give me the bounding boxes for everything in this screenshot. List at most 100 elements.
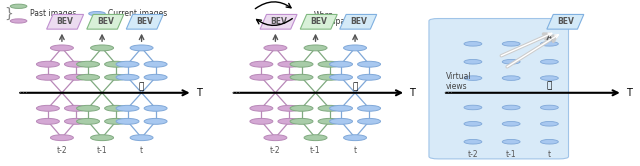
Circle shape — [36, 74, 60, 80]
Circle shape — [10, 4, 27, 8]
Circle shape — [502, 42, 520, 46]
Circle shape — [358, 105, 381, 111]
Circle shape — [130, 135, 153, 141]
Circle shape — [540, 76, 558, 80]
Circle shape — [10, 19, 27, 23]
Circle shape — [116, 105, 139, 111]
Text: t: t — [548, 150, 551, 159]
Circle shape — [65, 105, 88, 111]
FancyBboxPatch shape — [429, 19, 568, 159]
Circle shape — [91, 45, 113, 51]
Text: t: t — [353, 146, 356, 155]
Circle shape — [318, 118, 341, 124]
Circle shape — [278, 118, 301, 124]
Circle shape — [264, 45, 287, 51]
Polygon shape — [340, 14, 377, 29]
Circle shape — [116, 61, 139, 67]
Circle shape — [250, 105, 273, 111]
Text: }: } — [4, 7, 13, 21]
Text: T: T — [626, 88, 632, 98]
Circle shape — [36, 105, 60, 111]
Circle shape — [304, 135, 327, 141]
Circle shape — [304, 45, 327, 51]
Circle shape — [104, 74, 127, 80]
Circle shape — [77, 74, 100, 80]
Circle shape — [464, 139, 482, 144]
Circle shape — [344, 45, 367, 51]
Circle shape — [502, 139, 520, 144]
Text: t-2: t-2 — [270, 146, 281, 155]
Circle shape — [290, 61, 313, 67]
Circle shape — [290, 74, 313, 80]
Circle shape — [77, 105, 100, 111]
Text: BEV: BEV — [57, 17, 74, 26]
Text: t-1: t-1 — [97, 146, 108, 155]
Circle shape — [65, 118, 88, 124]
Text: t-1: t-1 — [506, 150, 516, 159]
Polygon shape — [300, 14, 337, 29]
Text: Warp: Warp — [314, 11, 333, 20]
Circle shape — [77, 118, 100, 124]
Circle shape — [91, 135, 113, 141]
Circle shape — [358, 61, 381, 67]
Text: ···: ··· — [232, 88, 241, 98]
Circle shape — [540, 105, 558, 110]
Text: t: t — [140, 146, 143, 155]
Circle shape — [65, 61, 88, 67]
Text: T: T — [196, 88, 202, 98]
Circle shape — [318, 74, 341, 80]
Polygon shape — [260, 14, 297, 29]
Circle shape — [250, 74, 273, 80]
Text: Current images: Current images — [108, 9, 168, 18]
Circle shape — [104, 118, 127, 124]
Circle shape — [502, 59, 520, 64]
Circle shape — [65, 74, 88, 80]
Polygon shape — [547, 14, 584, 29]
Circle shape — [540, 122, 558, 126]
Circle shape — [116, 74, 139, 80]
Text: t-2: t-2 — [468, 150, 478, 159]
Polygon shape — [126, 14, 163, 29]
Circle shape — [144, 74, 167, 80]
Text: BEV: BEV — [270, 17, 287, 26]
Circle shape — [464, 105, 482, 110]
Text: 🚘: 🚘 — [547, 81, 552, 90]
Circle shape — [51, 45, 74, 51]
Text: t-1: t-1 — [310, 146, 321, 155]
Circle shape — [344, 135, 367, 141]
Circle shape — [330, 74, 353, 80]
Circle shape — [89, 11, 105, 16]
Circle shape — [144, 61, 167, 67]
Circle shape — [318, 61, 341, 67]
Circle shape — [464, 42, 482, 46]
Text: BEV: BEV — [557, 17, 574, 26]
Circle shape — [540, 42, 558, 46]
Text: Past images: Past images — [30, 9, 76, 18]
Circle shape — [278, 61, 301, 67]
Circle shape — [36, 118, 60, 124]
Circle shape — [290, 105, 313, 111]
Circle shape — [144, 118, 167, 124]
Circle shape — [116, 118, 139, 124]
Circle shape — [250, 61, 273, 67]
Circle shape — [278, 74, 301, 80]
Circle shape — [144, 105, 167, 111]
Circle shape — [278, 105, 301, 111]
Circle shape — [51, 135, 74, 141]
Circle shape — [464, 59, 482, 64]
Circle shape — [330, 61, 353, 67]
Polygon shape — [47, 14, 84, 29]
Text: BEV: BEV — [310, 17, 327, 26]
Circle shape — [77, 61, 100, 67]
Polygon shape — [87, 14, 124, 29]
Circle shape — [290, 118, 313, 124]
Text: 🚘: 🚘 — [353, 82, 358, 91]
Text: T: T — [409, 88, 415, 98]
Circle shape — [502, 76, 520, 80]
Circle shape — [502, 105, 520, 110]
Text: t-2: t-2 — [56, 146, 67, 155]
Text: 🚘: 🚘 — [139, 82, 144, 91]
Text: views: views — [446, 82, 468, 91]
Circle shape — [104, 61, 127, 67]
Text: ···: ··· — [444, 88, 453, 98]
